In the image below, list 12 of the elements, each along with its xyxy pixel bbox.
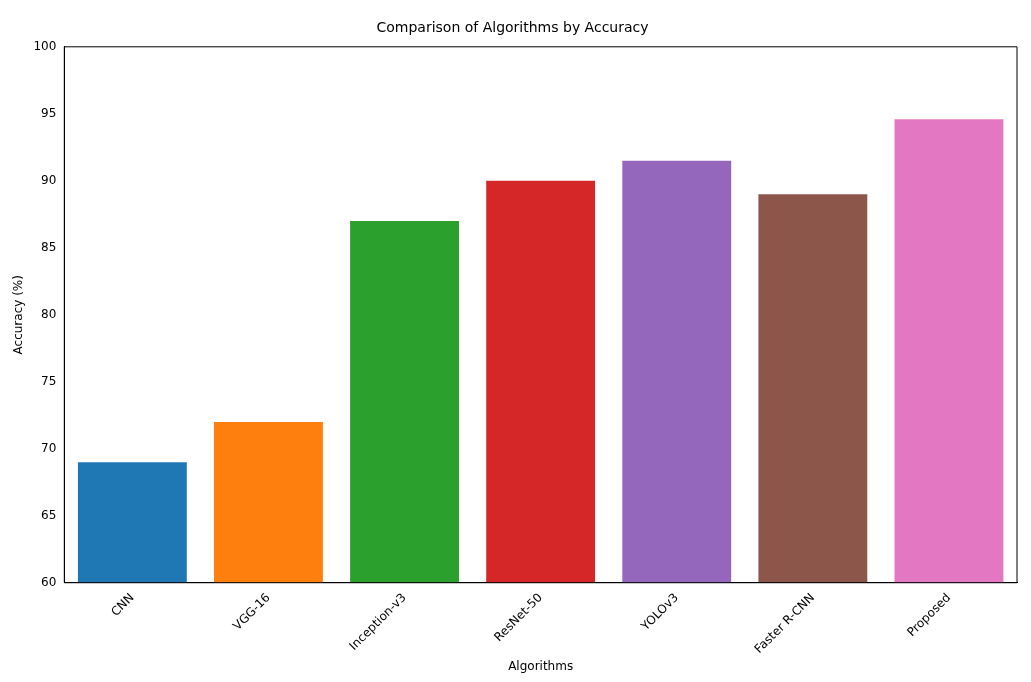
x-axis-title: Algorithms [508,658,574,673]
y-tick-label: 80 [41,306,57,321]
y-tick-label: 70 [41,440,57,455]
y-axis-title: Accuracy (%) [11,275,26,355]
y-tick-label: 95 [41,105,57,120]
y-tick-label: 90 [41,172,57,187]
y-tick-label: 65 [41,507,57,522]
y-tick-label: 100 [33,38,57,53]
y-tick-label: 75 [41,373,57,388]
y-tick-label: 60 [41,574,57,589]
chart-title: Comparison of Algorithms by Accuracy [376,19,649,36]
y-tick-label: 85 [41,239,57,254]
